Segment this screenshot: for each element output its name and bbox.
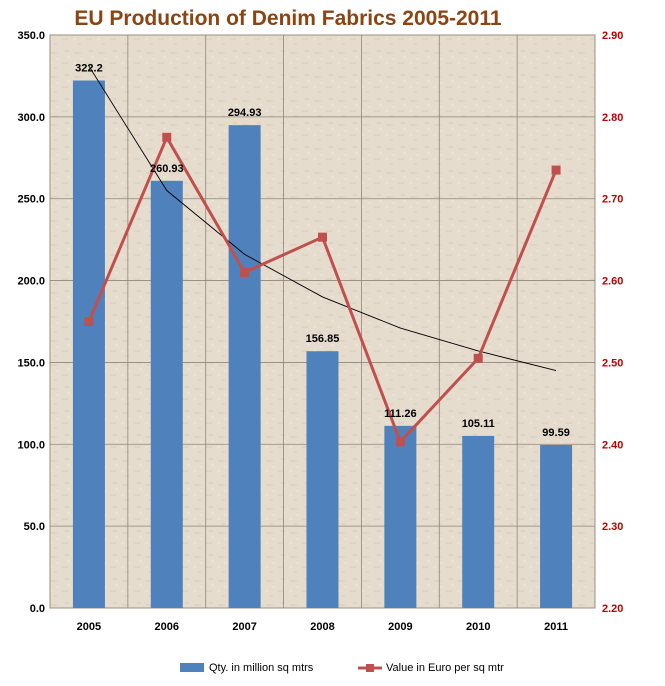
x-axis-ticks: 2005 2006 2007 2008 2009 2010 2011 — [77, 621, 568, 633]
bar-data-label: 156.85 — [306, 333, 340, 345]
right-tick-label: 2.40 — [602, 439, 623, 451]
data-labels: 322.2 260.93 294.93 156.85 111.26 105.11 99.59 — [75, 63, 570, 439]
bar — [72, 80, 105, 608]
right-tick-label: 2.20 — [602, 603, 623, 615]
bar-data-label: 260.93 — [150, 163, 184, 175]
bar-data-label: 294.93 — [228, 107, 262, 119]
line-marker — [240, 267, 250, 277]
trendline-path — [88, 65, 557, 372]
bar — [306, 351, 339, 608]
right-tick-label: 2.90 — [602, 30, 623, 42]
bar-data-label: 105.11 — [462, 418, 495, 430]
left-tick-label: 350.0 — [17, 30, 45, 42]
legend-bar-label: Qty. in million sq mtrs — [209, 662, 314, 674]
gridlines — [50, 35, 595, 608]
chart-title: EU Production of Denim Fabrics 2005-2011 — [74, 7, 501, 30]
right-tick-label: 2.70 — [602, 194, 623, 206]
bar-data-label: 322.2 — [75, 63, 103, 75]
line-marker — [318, 232, 327, 242]
right-axis-ticks: 2.20 2.30 2.40 2.50 2.60 2.70 2.80 2.90 — [602, 30, 623, 615]
line-marker — [84, 317, 94, 326]
left-tick-label: 100.0 — [17, 439, 45, 451]
x-tick-label: 2008 — [310, 621, 334, 633]
right-tick-label: 2.60 — [602, 276, 623, 288]
right-tick-label: 2.80 — [602, 112, 623, 124]
right-tick-label: 2.30 — [602, 521, 623, 533]
left-tick-label: 150.0 — [17, 357, 45, 369]
left-tick-label: 200.0 — [17, 276, 45, 288]
left-tick-label: 0.0 — [30, 603, 45, 615]
left-tick-label: 50.0 — [24, 521, 45, 533]
left-tick-label: 300.0 — [17, 112, 45, 124]
line-marker — [551, 165, 561, 175]
trendline — [88, 65, 557, 372]
bar-data-label: 111.26 — [384, 408, 416, 420]
left-tick-label: 250.0 — [17, 194, 45, 206]
bar-data-label: 99.59 — [542, 427, 570, 439]
line-marker — [395, 437, 405, 447]
legend-line-label: Value in Euro per sq mtr — [386, 662, 504, 674]
bar — [540, 444, 573, 608]
line-marker — [162, 132, 172, 142]
bar — [150, 180, 183, 608]
line-marker — [473, 353, 483, 363]
left-axis-ticks: 0.0 50.0 100.0 150.0 200.0 250.0 300.0 350.0 — [17, 30, 45, 615]
legend-line-marker — [366, 664, 374, 672]
x-tick-label: 2006 — [155, 621, 179, 633]
bar — [228, 125, 261, 608]
line-series — [84, 132, 561, 447]
x-tick-label: 2010 — [466, 621, 490, 633]
bar — [462, 435, 495, 608]
legend-bar-swatch — [180, 663, 204, 672]
x-tick-label: 2007 — [232, 621, 256, 633]
x-tick-label: 2005 — [77, 621, 101, 633]
x-tick-label: 2011 — [544, 621, 568, 633]
legend: Qty. in million sq mtrs Value in Euro pe… — [180, 662, 504, 674]
bar — [384, 425, 417, 608]
x-tick-label: 2009 — [388, 621, 412, 633]
right-tick-label: 2.50 — [602, 357, 623, 369]
bar-series — [72, 80, 573, 608]
